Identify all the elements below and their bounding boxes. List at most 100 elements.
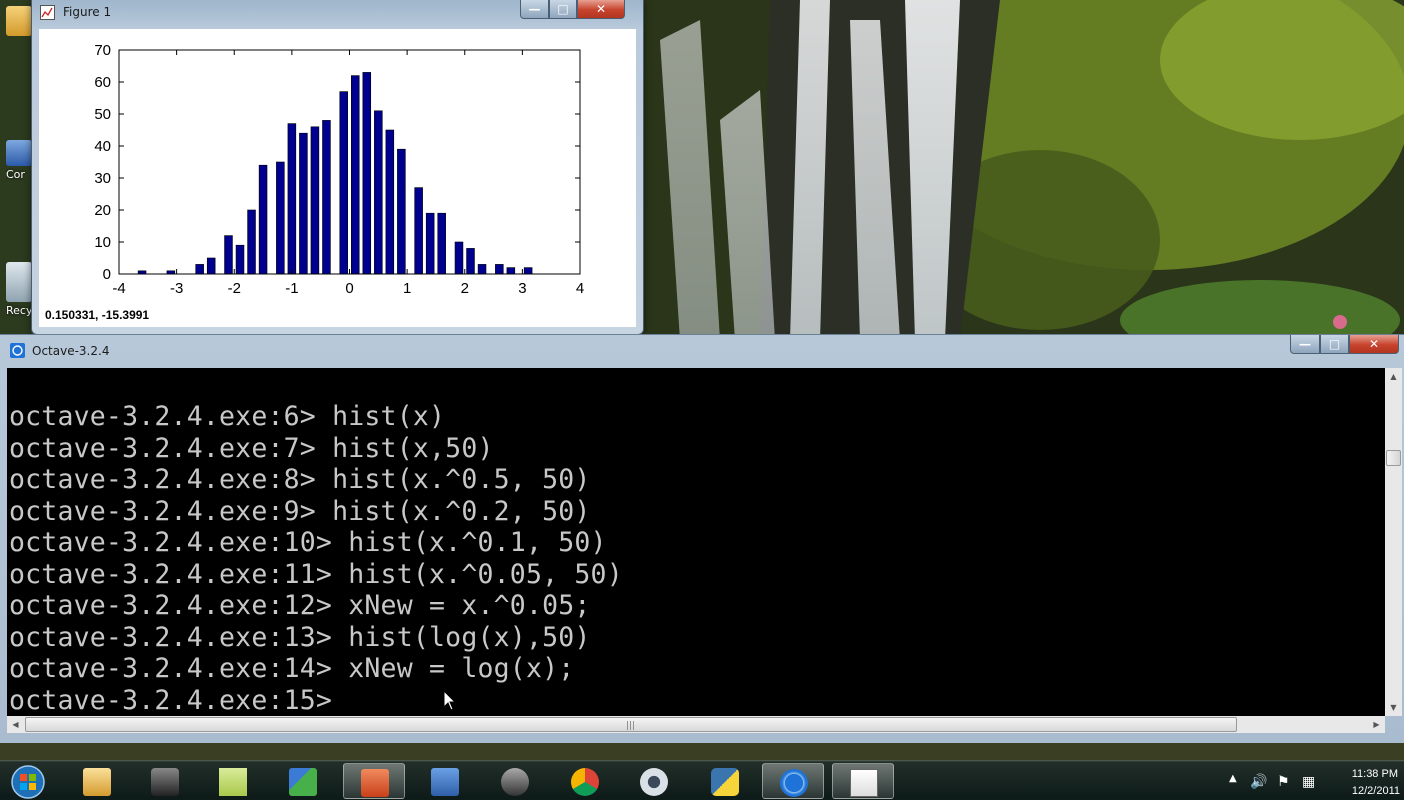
- y-tick-label: 30: [94, 170, 111, 187]
- taskbar-button-figure[interactable]: [832, 763, 894, 799]
- histogram-bar: [258, 164, 268, 275]
- octave-window-title: Octave-3.2.4: [32, 344, 110, 358]
- vertical-scrollbar[interactable]: ▲ ▼: [1385, 368, 1402, 716]
- console-line: octave-3.2.4.exe:10> hist(x.^0.1, 50): [9, 527, 607, 558]
- y-tick-label: 60: [94, 74, 111, 91]
- taskbar-button-sticky-notes[interactable]: [202, 763, 264, 799]
- clock-date[interactable]: 12/2/2011: [1351, 785, 1400, 797]
- camera-icon: [501, 768, 529, 796]
- clock-time[interactable]: 11:38 PM: [1351, 768, 1398, 780]
- scroll-up-arrow-icon[interactable]: ▲: [1390, 372, 1397, 381]
- computer-icon: [6, 140, 32, 166]
- y-tick-label: 10: [94, 234, 111, 251]
- axes-box: [118, 49, 581, 275]
- figure-titlebar[interactable]: Figure 1 — □ ✕: [32, 0, 643, 28]
- histogram-bar: [454, 241, 464, 275]
- taskbar-button-powerpoint[interactable]: [343, 763, 405, 799]
- octave-console-window[interactable]: Octave-3.2.4 — □ ✕ octave-3.2.4.exe:6> h…: [0, 334, 1404, 743]
- scroll-right-arrow-icon[interactable]: ▶: [1373, 720, 1380, 729]
- taskbar-button-octave[interactable]: [762, 763, 824, 799]
- desktop-icon-folder[interactable]: [6, 6, 40, 36]
- show-hidden-icons-icon[interactable]: ▲: [1229, 773, 1237, 784]
- maximize-button[interactable]: □: [549, 0, 577, 19]
- taskbar: ▲ 🔊 ⚑ ▦ 11:38 PM 12/2/2011: [0, 760, 1404, 800]
- chrome-icon: [571, 768, 599, 796]
- octave-window-controls: — □ ✕: [1290, 335, 1399, 354]
- minimize-button[interactable]: —: [520, 0, 549, 19]
- y-tick-label: 20: [94, 202, 111, 219]
- minimize-icon: —: [528, 2, 541, 16]
- minimize-icon: —: [1299, 337, 1311, 351]
- histogram-bar: [310, 126, 320, 275]
- network-status-icon[interactable]: ▦: [1302, 774, 1316, 790]
- x-tick-label: -2: [228, 280, 241, 297]
- action-center-flag-icon[interactable]: ⚑: [1277, 774, 1290, 790]
- figure-canvas[interactable]: -4 -3 -2 -1 0 1 2 3 4 0 10 20 30 40 50 60 70 0.150331, -…: [39, 29, 636, 327]
- horizontal-scrollbar[interactable]: ◀ ||| ▶: [7, 716, 1385, 733]
- taskbar-button-explorer[interactable]: [66, 763, 128, 799]
- close-button[interactable]: ✕: [1349, 335, 1399, 354]
- octave-titlebar[interactable]: Octave-3.2.4 — □ ✕: [0, 335, 1404, 367]
- minimize-button[interactable]: —: [1290, 335, 1320, 354]
- figure-window-title: Figure 1: [63, 5, 112, 19]
- volume-icon[interactable]: 🔊: [1250, 774, 1268, 790]
- folder-icon: [6, 6, 32, 36]
- maximize-button[interactable]: □: [1320, 335, 1349, 354]
- powerpoint-icon: [361, 769, 389, 797]
- console-lines: octave-3.2.4.exe:6> hist(x) octave-3.2.4…: [9, 401, 623, 716]
- close-icon: ✕: [595, 2, 607, 16]
- histogram-bar: [224, 235, 233, 275]
- taskbar-button-webcam[interactable]: [623, 763, 685, 799]
- histogram-bar: [466, 248, 475, 275]
- x-tick-label: -3: [170, 280, 183, 297]
- histogram-bar: [287, 123, 297, 275]
- sticky-notes-icon: [219, 768, 247, 796]
- console-line: octave-3.2.4.exe:6> hist(x): [9, 401, 446, 432]
- taskbar-button-remote-desktop[interactable]: [414, 763, 476, 799]
- network-icon: [289, 768, 317, 796]
- figure-icon: [850, 769, 878, 797]
- histogram-bar: [235, 244, 245, 275]
- desktop-icon-label: Cor: [6, 168, 25, 181]
- histogram-bar: [322, 120, 331, 275]
- console-output[interactable]: octave-3.2.4.exe:6> hist(x) octave-3.2.4…: [7, 368, 1385, 716]
- histogram-bar: [437, 212, 446, 275]
- taskbar-button-camera[interactable]: [484, 763, 546, 799]
- histogram-bar: [523, 267, 533, 275]
- histogram-bar: [477, 264, 487, 275]
- figure-window-icon: [40, 5, 55, 20]
- histogram-bar: [247, 209, 256, 275]
- close-icon: ✕: [1368, 337, 1380, 351]
- taskbar-button-chrome[interactable]: [554, 763, 616, 799]
- histogram-bar: [339, 91, 348, 275]
- vertical-scroll-thumb[interactable]: [1386, 450, 1401, 466]
- start-button[interactable]: [4, 762, 48, 800]
- histogram-bar: [374, 110, 383, 275]
- x-tick-label: -1: [285, 280, 298, 297]
- figure-window-controls: — □ ✕: [520, 0, 625, 19]
- desktop-icon-recycle-bin[interactable]: Recy: [6, 262, 40, 317]
- mouse-pointer-icon: [443, 690, 457, 711]
- figure-window[interactable]: Figure 1 — □ ✕ -4 -3 -2 -1 0 1 2 3 4 0 10 20 30 40 50 6…: [31, 0, 644, 335]
- taskbar-button-video-camera[interactable]: [134, 763, 196, 799]
- horizontal-scroll-thumb[interactable]: |||: [25, 717, 1237, 732]
- scroll-left-arrow-icon[interactable]: ◀: [12, 720, 19, 729]
- maximize-icon: □: [557, 2, 569, 16]
- x-tick-label: 0: [345, 280, 353, 297]
- desktop-icon-computer[interactable]: Cor: [6, 140, 40, 181]
- x-tick-label: 4: [576, 280, 584, 297]
- webcam-icon: [640, 768, 668, 796]
- histogram-bar: [397, 148, 406, 275]
- scroll-grip-icon: |||: [626, 721, 636, 731]
- taskbar-button-python[interactable]: [694, 763, 756, 799]
- recycle-bin-icon: [6, 262, 32, 302]
- close-button[interactable]: ✕: [577, 0, 625, 19]
- console-prompt-line[interactable]: octave-3.2.4.exe:15>: [9, 684, 349, 716]
- taskbar-button-network-manager[interactable]: [272, 763, 334, 799]
- console-line: octave-3.2.4.exe:8> hist(x.^0.5, 50): [9, 464, 591, 495]
- desktop-icon-label: Recy: [6, 304, 33, 317]
- remote-desktop-icon: [431, 768, 459, 796]
- console-line: octave-3.2.4.exe:11> hist(x.^0.05, 50): [9, 558, 623, 590]
- scroll-down-arrow-icon[interactable]: ▼: [1390, 703, 1397, 712]
